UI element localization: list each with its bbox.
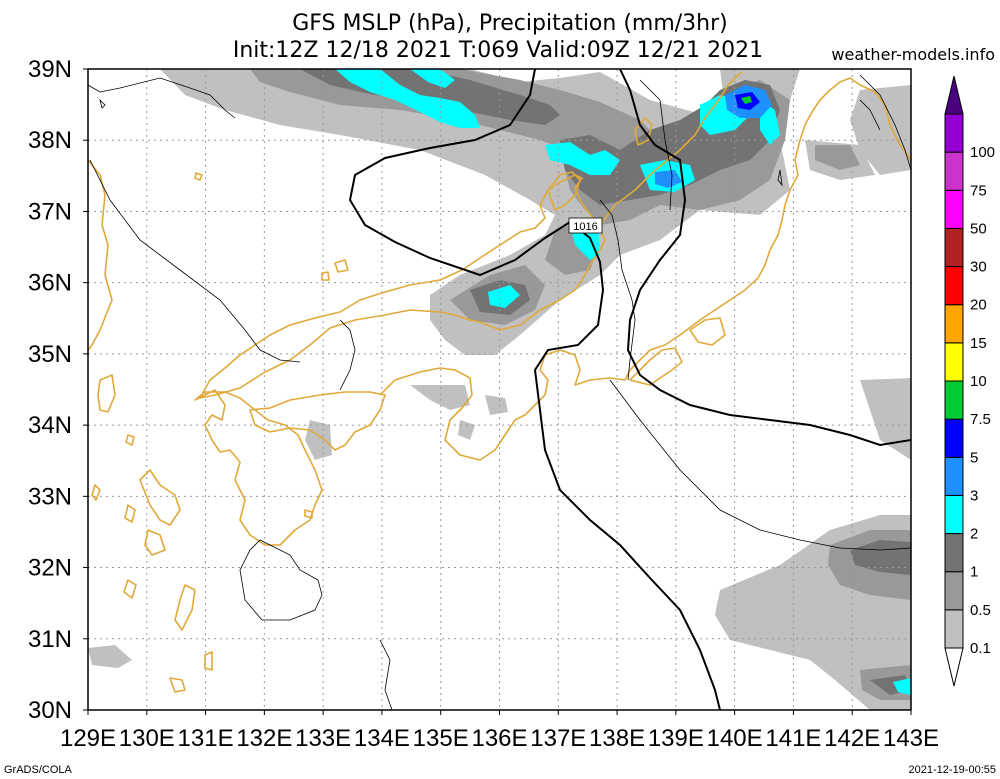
x-axis-ticks: 129E 130E 131E 132E 133E 134E 135E 136E 137E 138E…	[60, 710, 939, 752]
isobar-label-box	[568, 217, 603, 234]
y-tick-label: 31N	[28, 626, 72, 653]
y-tick-label: 39N	[28, 56, 72, 83]
colorbar-tick-label: 100	[970, 144, 995, 161]
y-tick-label: 36N	[28, 270, 72, 297]
y-tick-label: 34N	[28, 412, 72, 439]
precip-shading	[88, 69, 911, 710]
x-tick-label: 135E	[413, 725, 469, 752]
grid-lines	[88, 69, 911, 710]
x-tick-label: 133E	[295, 725, 351, 752]
colorbar-swatch	[944, 227, 964, 268]
y-tick-label: 37N	[28, 198, 72, 225]
site-label: weather-models.info	[831, 45, 995, 64]
colorbar-tick-label: 7.5	[970, 411, 991, 428]
x-tick-label: 134E	[354, 725, 410, 752]
colorbar-swatch	[944, 342, 964, 382]
colorbar-tick-label: 50	[970, 220, 987, 237]
colorbar-top-arrow	[944, 75, 964, 115]
y-tick-label: 38N	[28, 127, 72, 154]
colorbar-swatch	[944, 113, 964, 153]
precip-green	[741, 96, 752, 104]
y-axis-ticks: 30N 31N 32N 33N 34N 35N 36N 37N 38N 39N	[28, 56, 88, 724]
footer-left: GrADS/COLA	[4, 764, 73, 776]
isobars	[348, 69, 911, 710]
colorbar-swatch	[944, 609, 964, 649]
x-tick-label: 138E	[589, 725, 645, 752]
colorbar-swatch	[944, 418, 964, 458]
colorbar-tick-label: 0.1	[970, 640, 991, 657]
colorbar-swatch	[944, 304, 964, 344]
colorbar-tick-label: 15	[970, 335, 987, 352]
coastlines	[88, 71, 911, 693]
x-tick-label: 136E	[471, 725, 527, 752]
isobar-label: 1016	[568, 217, 603, 234]
colorbar-tick-label: 1	[970, 564, 978, 581]
footer-right: 2021-12-19-00:55	[909, 764, 996, 776]
colorbar-swatch	[944, 571, 964, 611]
y-tick-label: 35N	[28, 341, 72, 368]
chart-title-line1: GFS MSLP (hPa), Precipitation (mm/3hr)	[292, 11, 728, 36]
colorbar-tick-label: 0.5	[970, 602, 991, 619]
x-tick-label: 131E	[178, 725, 234, 752]
boundaries	[88, 74, 911, 710]
x-tick-label: 142E	[824, 725, 880, 752]
colorbar-tick-label: 3	[970, 487, 978, 504]
isobar-label-text: 1016	[573, 221, 597, 233]
x-tick-label: 143E	[883, 725, 939, 752]
y-tick-label: 32N	[28, 555, 72, 582]
x-tick-label: 139E	[648, 725, 704, 752]
colorbar-swatch	[944, 266, 964, 306]
x-tick-label: 141E	[765, 725, 821, 752]
colorbar-swatch	[944, 151, 964, 191]
y-tick-label: 33N	[28, 483, 72, 510]
colorbar-tick-label: 75	[970, 182, 987, 199]
colorbar-swatch	[944, 456, 964, 496]
colorbar-tick-label: 2	[970, 526, 978, 543]
x-tick-label: 130E	[119, 725, 175, 752]
colorbar-tick-label: 5	[970, 449, 978, 466]
x-tick-label: 140E	[707, 725, 763, 752]
x-tick-label: 132E	[236, 725, 292, 752]
colorbar-tick-label: 30	[970, 259, 987, 276]
colorbar-swatch	[944, 189, 964, 229]
map-area: 1016	[87, 68, 912, 711]
chart-title-line2: Init:12Z 12/18 2021 T:069 Valid:09Z 12/2…	[233, 38, 763, 63]
colorbar-swatch	[944, 380, 964, 420]
colorbar-swatch	[944, 533, 964, 573]
colorbar-bottom-arrow	[944, 647, 964, 687]
colorbar: 0.1 0.5 1 2 3 5 7.5 10 15 20 30 50 75 100	[944, 75, 995, 687]
x-tick-label: 129E	[60, 725, 116, 752]
y-tick-label: 30N	[28, 697, 72, 724]
colorbar-tick-label: 20	[970, 297, 987, 314]
x-tick-label: 137E	[530, 725, 586, 752]
colorbar-tick-label: 10	[970, 373, 987, 390]
colorbar-swatch	[944, 494, 964, 535]
